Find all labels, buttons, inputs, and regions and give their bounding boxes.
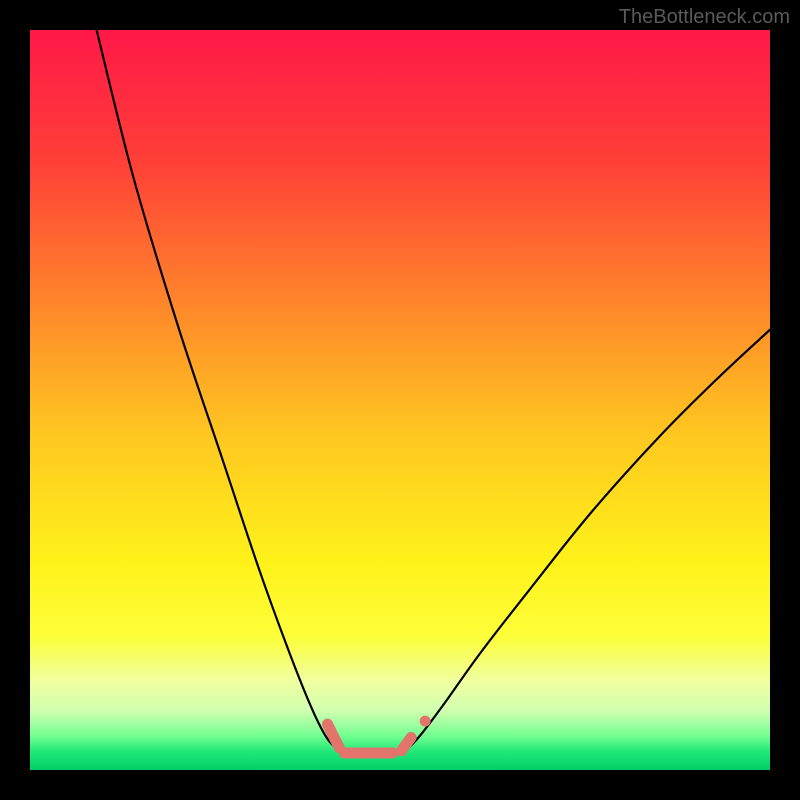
chart-frame: TheBottleneck.com <box>0 0 800 800</box>
bottleneck-chart <box>30 30 770 770</box>
bottom-mark-segment-2 <box>401 737 411 750</box>
bottom-mark-dot <box>420 716 431 727</box>
watermark-text: TheBottleneck.com <box>619 6 790 29</box>
chart-background <box>30 30 770 770</box>
